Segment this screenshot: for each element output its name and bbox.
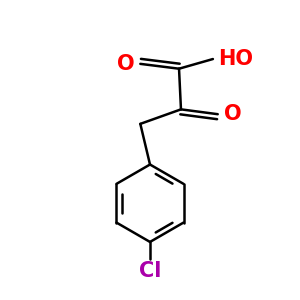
Text: Cl: Cl	[139, 261, 161, 281]
Text: HO: HO	[218, 49, 253, 69]
Text: O: O	[117, 54, 134, 74]
Text: O: O	[224, 104, 241, 124]
